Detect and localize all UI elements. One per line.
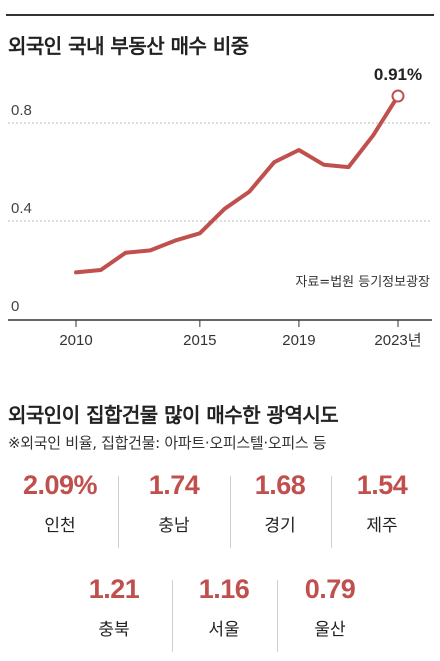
- region-name: 울산: [314, 620, 346, 640]
- y-tick-label: 0: [11, 298, 19, 315]
- source-note: 자료=법원 등기정보광장: [295, 275, 430, 290]
- region-stat-jeju: 1.54 제주: [330, 470, 434, 536]
- divider: [118, 476, 119, 548]
- region-value: 2.09%: [22, 470, 98, 500]
- y-tick-label: 0.8: [11, 102, 32, 119]
- region-value: 1.68: [254, 470, 306, 500]
- region-value: 0.79: [304, 574, 356, 604]
- divider: [172, 580, 173, 652]
- x-tick-label: 2015: [183, 332, 216, 349]
- line-chart: 0 0.4 0.8 2010 2015 2019 2023년 0.91% 자료=법원 등기정보광…: [8, 65, 432, 349]
- x-tick-label: 2019: [282, 332, 315, 349]
- series-line: [74, 94, 400, 275]
- x-tick-label: 2010: [59, 332, 92, 349]
- region-value: 1.54: [356, 470, 408, 500]
- region-value: 1.16: [198, 574, 250, 604]
- region-value: 1.21: [88, 574, 140, 604]
- section-title: 외국인이 집합건물 많이 매수한 광역시도: [8, 403, 339, 427]
- chart-title: 외국인 국내 부동산 매수 비중: [8, 34, 249, 58]
- region-stat-gyeonggi: 1.68 경기: [230, 470, 330, 536]
- region-stat-chungbuk: 1.21 충북: [62, 574, 166, 640]
- divider: [277, 580, 278, 652]
- divider: [331, 476, 332, 548]
- region-name: 인천: [44, 516, 76, 536]
- region-stat-chungnam: 1.74 충남: [122, 470, 226, 536]
- region-name: 제주: [366, 516, 398, 536]
- region-stat-seoul: 1.16 서울: [172, 574, 276, 640]
- region-name: 충북: [98, 620, 130, 640]
- region-name: 서울: [208, 620, 240, 640]
- x-tick-label: 2023년: [374, 332, 421, 349]
- y-tick-label: 0.4: [11, 200, 32, 217]
- section-note: ※외국인 비율, 집합건물: 아파트·오피스텔·오피스 등: [8, 434, 327, 452]
- value-annotation: 0.91%: [374, 65, 422, 84]
- region-name: 경기: [264, 516, 296, 536]
- region-stat-ulsan: 0.79 울산: [278, 574, 382, 640]
- divider: [230, 476, 231, 548]
- region-value: 1.74: [148, 470, 200, 500]
- region-stat-incheon: 2.09% 인천: [8, 470, 112, 536]
- data-point-last: [391, 89, 405, 103]
- region-name: 충남: [158, 516, 190, 536]
- top-rule: [6, 14, 434, 16]
